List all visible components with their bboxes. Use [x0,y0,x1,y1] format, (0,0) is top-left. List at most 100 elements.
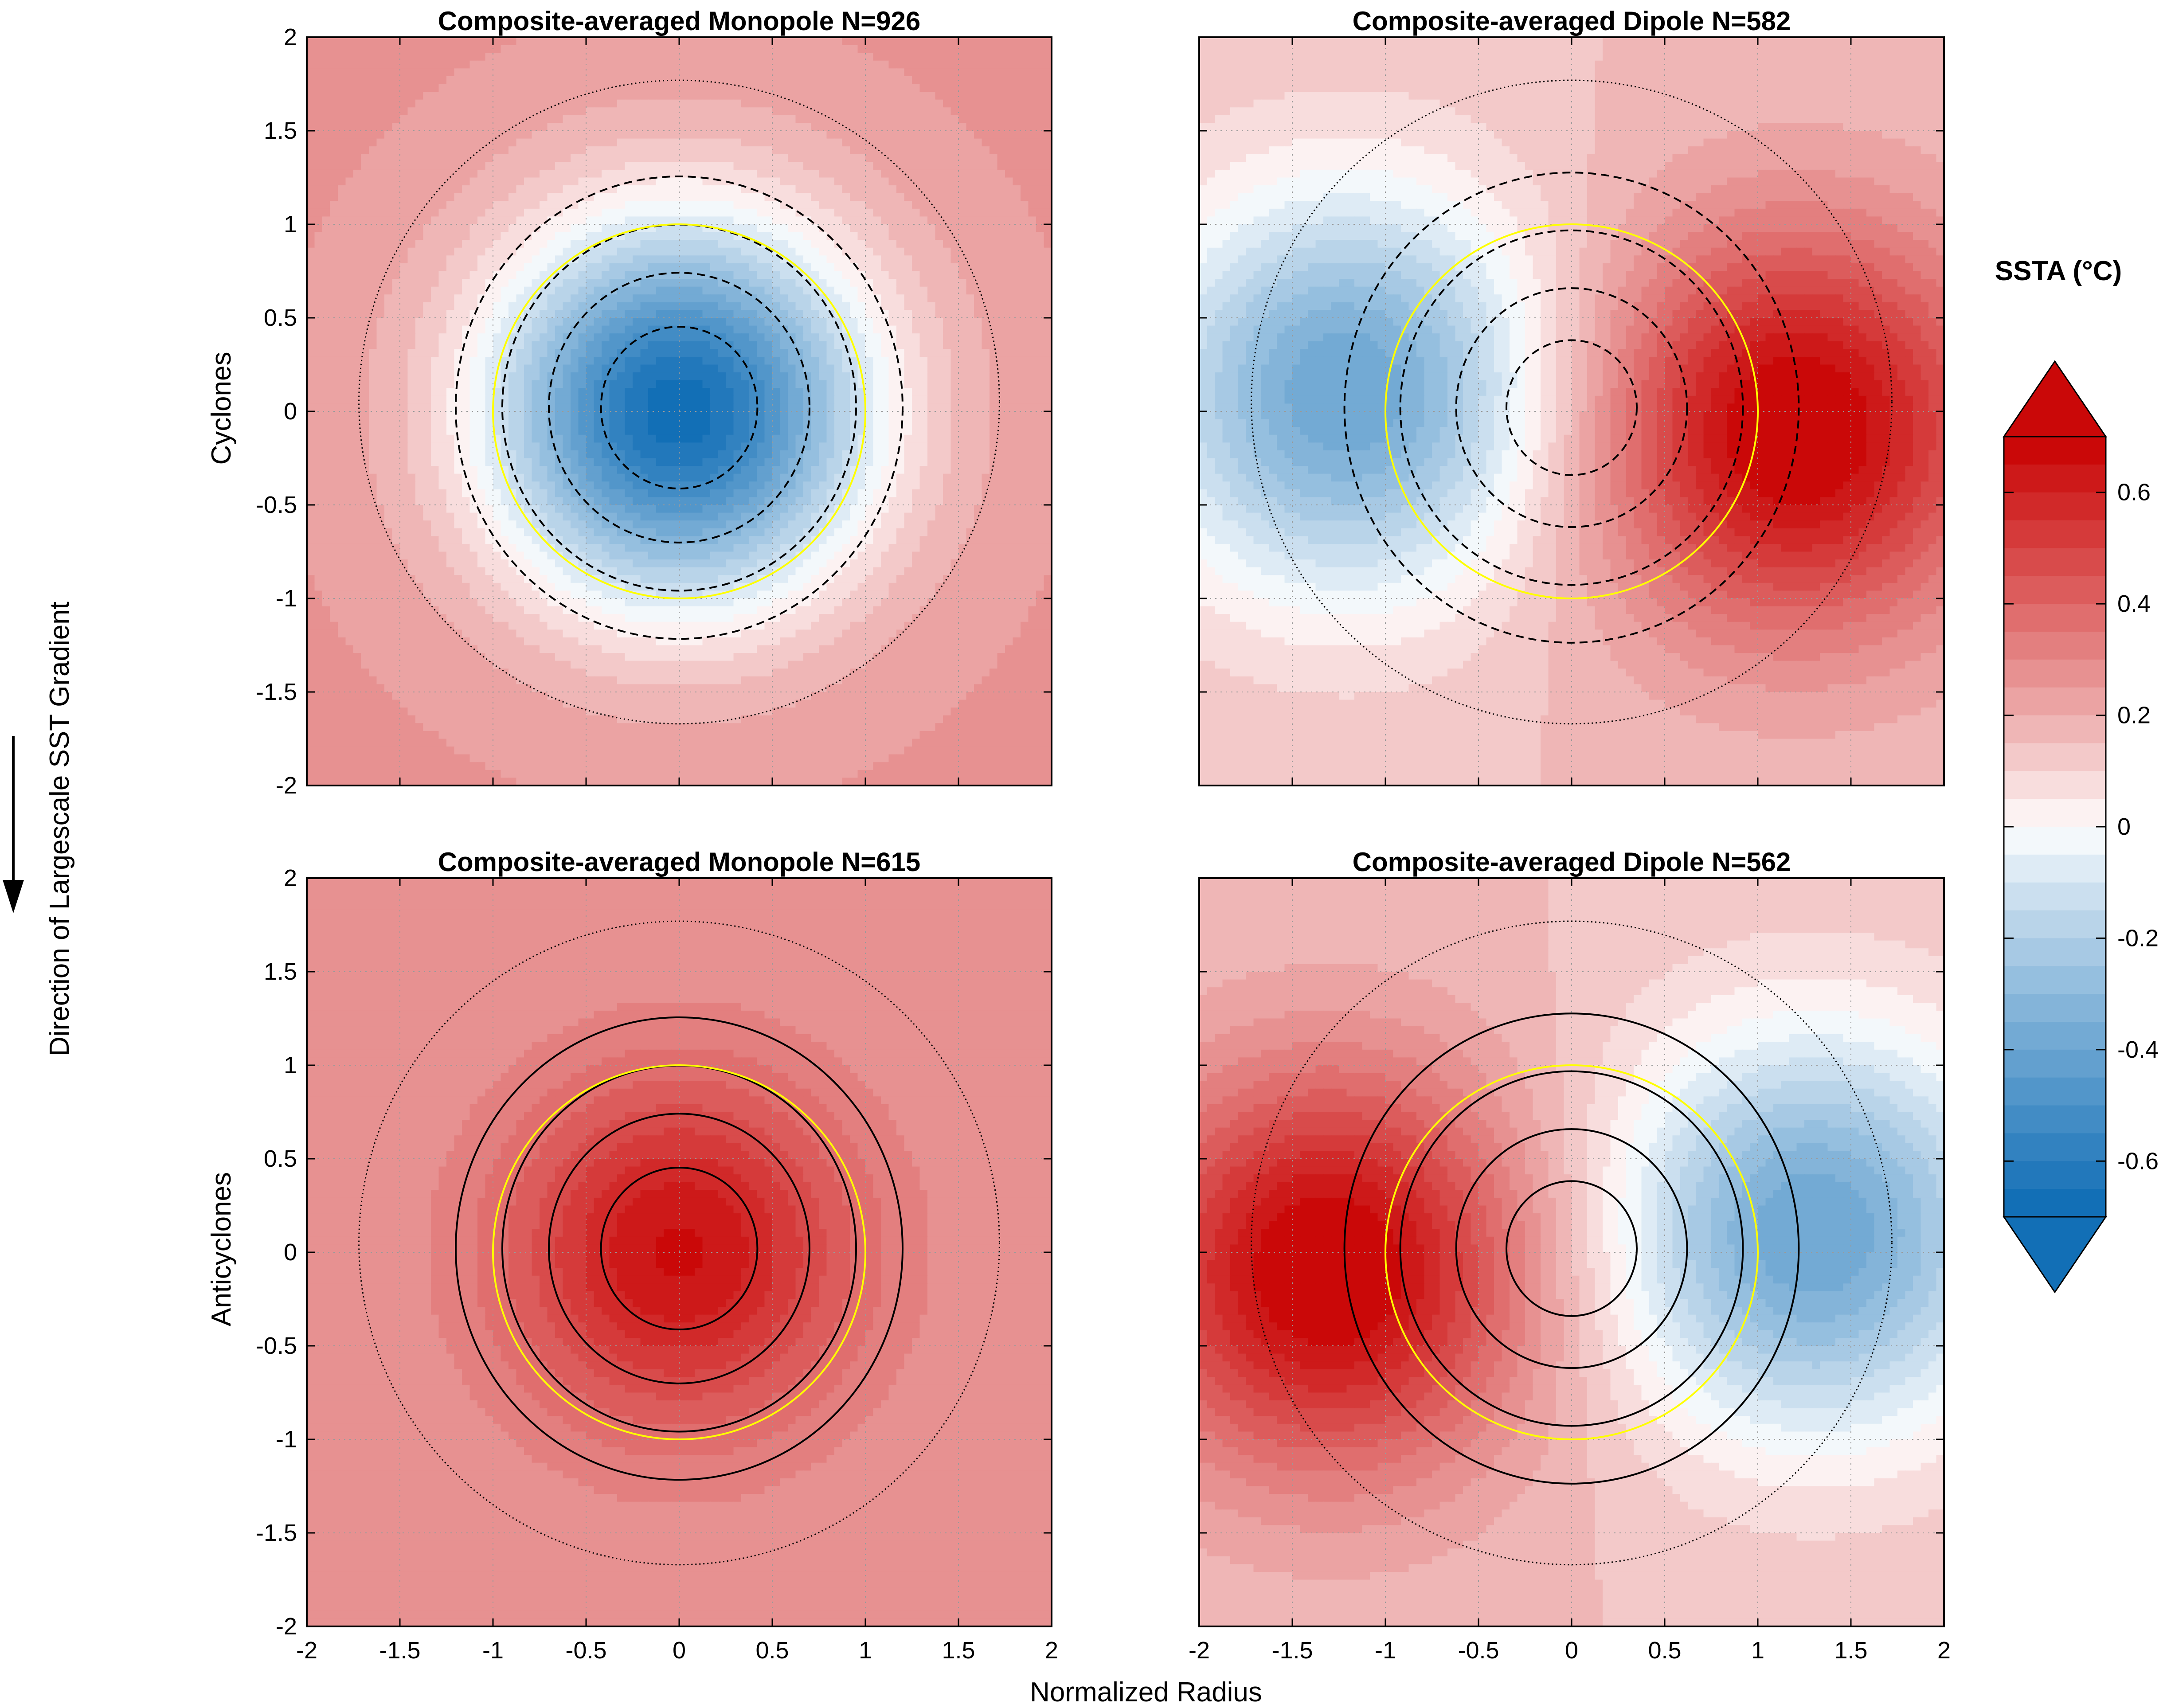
field-cell [609,162,618,170]
field-cell [826,224,835,233]
field-cell [950,224,959,233]
field-cell [555,138,563,147]
field-cell [881,68,889,77]
field-cell [345,208,354,217]
field-cell [578,380,587,389]
field-cell [788,169,796,178]
field-cell [555,216,563,225]
field-cell [532,333,540,342]
field-cell [982,193,990,202]
field-cell [671,216,680,225]
field-cell [369,154,377,163]
field-cell [943,380,951,389]
field-cell [826,216,835,225]
field-cell [648,411,657,420]
field-cell [687,356,695,365]
field-cell [982,232,990,241]
field-cell [617,380,626,389]
field-cell [733,364,742,373]
field-cell [345,364,354,373]
field-cell [617,84,626,92]
field-cell [376,325,385,334]
field-cell [617,45,626,54]
field-cell [462,84,470,92]
field-cell [1021,53,1029,61]
field-cell [571,310,579,318]
field-cell [997,434,1005,443]
field-cell [555,185,563,194]
field-cell [423,325,431,334]
field-cell [640,310,649,318]
field-cell [322,68,331,77]
field-cell [532,247,540,256]
field-cell [524,60,532,69]
field-cell [602,388,610,396]
field-cell [400,263,408,272]
field-cell [524,427,532,435]
field-cell [384,333,393,342]
field-cell [540,193,548,202]
field-cell [376,318,385,326]
field-cell [935,395,943,404]
field-cell [353,247,362,256]
field-cell [943,123,951,131]
field-cell [935,388,943,396]
field-cell [330,154,338,163]
field-cell [904,216,912,225]
field-cell [679,185,688,194]
field-cell [469,271,478,279]
field-cell [687,380,695,389]
field-cell [640,247,649,256]
field-cell [1021,325,1029,334]
field-cell [865,318,874,326]
field-cell [656,341,664,350]
field-cell [555,403,563,412]
field-cell [345,107,354,116]
field-cell [648,349,657,357]
field-cell [345,177,354,186]
field-cell [811,68,819,77]
field-cell [345,286,354,295]
field-cell [857,201,866,209]
field-cell [896,162,905,170]
field-cell [904,279,912,287]
field-cell [376,115,385,124]
field-cell [493,263,501,272]
field-cell [741,177,750,186]
field-cell [702,411,711,420]
field-cell [462,364,470,373]
field-cell [322,294,331,303]
field-cell [718,131,726,139]
field-cell [1044,356,1052,365]
field-cell [679,255,688,264]
field-cell [617,419,626,428]
field-cell [532,162,540,170]
field-cell [757,279,765,287]
field-cell [826,380,835,389]
field-cell [594,263,602,272]
field-cell [602,107,610,116]
field-cell [648,263,657,272]
field-cell [904,255,912,264]
field-cell [392,115,400,124]
field-cell [726,263,734,272]
field-cell [586,380,595,389]
field-cell [780,138,788,147]
field-cell [741,154,750,163]
field-cell [1044,427,1052,435]
field-cell [431,37,439,46]
field-cell [896,169,905,178]
field-cell [772,302,781,311]
field-cell [749,60,757,69]
field-cell [664,419,672,428]
field-cell [369,419,377,428]
field-cell [330,84,338,92]
field-cell [834,208,843,217]
field-cell [307,271,315,279]
field-cell [826,403,835,412]
field-cell [307,185,315,194]
field-cell [935,434,943,443]
field-cell [982,364,990,373]
field-cell [958,263,967,272]
field-cell [617,99,626,108]
